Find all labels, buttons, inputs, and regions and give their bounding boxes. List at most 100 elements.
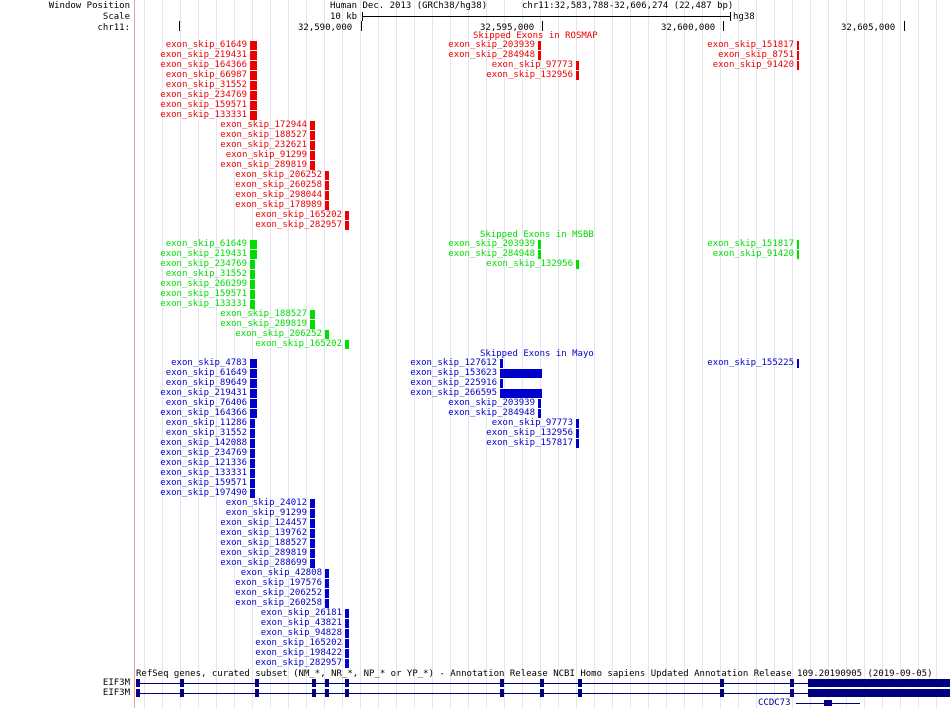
exon-label[interactable]: exon_skip_159571	[160, 478, 247, 488]
exon-label[interactable]: exon_skip_142088	[160, 438, 247, 448]
exon-feature[interactable]	[250, 489, 255, 498]
exon-label[interactable]: exon_skip_234769	[160, 90, 247, 100]
exon-label[interactable]: exon_skip_61649	[166, 40, 247, 50]
exon-label[interactable]: exon_skip_89649	[166, 378, 247, 388]
exon-feature[interactable]	[576, 439, 579, 448]
exon-label[interactable]: exon_skip_206252	[235, 170, 322, 180]
exon-feature[interactable]	[250, 41, 257, 50]
gene-exon[interactable]	[720, 679, 724, 687]
exon-label[interactable]: exon_skip_289819	[220, 319, 307, 329]
gene-exon[interactable]	[808, 679, 950, 687]
exon-label[interactable]: exon_skip_43821	[261, 618, 342, 628]
exon-label[interactable]: exon_skip_172944	[220, 120, 307, 130]
gene-exon[interactable]	[808, 689, 950, 697]
exon-feature[interactable]	[250, 429, 255, 438]
gene-label[interactable]: EIF3M	[103, 678, 130, 688]
exon-label[interactable]: exon_skip_165202	[255, 339, 342, 349]
gene-exon[interactable]	[180, 679, 184, 687]
exon-feature[interactable]	[250, 91, 257, 100]
exon-feature[interactable]	[500, 389, 542, 398]
exon-feature[interactable]	[538, 409, 541, 418]
exon-feature[interactable]	[250, 449, 255, 458]
exon-feature[interactable]	[345, 629, 349, 638]
exon-feature[interactable]	[500, 359, 503, 368]
exon-feature[interactable]	[576, 260, 579, 269]
exon-feature[interactable]	[797, 240, 799, 249]
exon-feature[interactable]	[250, 439, 255, 448]
exon-feature[interactable]	[325, 201, 329, 210]
gene-exon[interactable]	[345, 679, 349, 687]
exon-feature[interactable]	[576, 429, 579, 438]
exon-feature[interactable]	[250, 61, 257, 70]
exon-label[interactable]: exon_skip_289819	[220, 548, 307, 558]
exon-label[interactable]: exon_skip_97773	[492, 418, 573, 428]
exon-label[interactable]: exon_skip_66987	[166, 70, 247, 80]
exon-feature[interactable]	[250, 51, 257, 60]
exon-feature[interactable]	[310, 499, 315, 508]
gene-exon[interactable]	[500, 679, 504, 687]
gene-exon[interactable]	[255, 689, 259, 697]
exon-label[interactable]: exon_skip_197490	[160, 488, 247, 498]
exon-label[interactable]: exon_skip_11286	[166, 418, 247, 428]
exon-feature[interactable]	[310, 509, 315, 518]
exon-feature[interactable]	[310, 310, 315, 319]
exon-label[interactable]: exon_skip_97773	[492, 60, 573, 70]
exon-feature[interactable]	[538, 240, 541, 249]
exon-feature[interactable]	[310, 539, 315, 548]
exon-feature[interactable]	[250, 71, 257, 80]
exon-label[interactable]: exon_skip_232621	[220, 140, 307, 150]
exon-feature[interactable]	[250, 479, 255, 488]
exon-label[interactable]: exon_skip_124457	[220, 518, 307, 528]
exon-feature[interactable]	[345, 340, 349, 349]
exon-feature[interactable]	[250, 101, 257, 110]
exon-feature[interactable]	[250, 300, 255, 309]
exon-label[interactable]: exon_skip_151817	[707, 40, 794, 50]
exon-label[interactable]: exon_skip_4783	[171, 358, 247, 368]
exon-feature[interactable]	[310, 121, 315, 130]
exon-label[interactable]: exon_skip_266299	[160, 279, 247, 289]
exon-label[interactable]: exon_skip_234769	[160, 259, 247, 269]
exon-label[interactable]: exon_skip_188527	[220, 309, 307, 319]
exon-label[interactable]: exon_skip_206252	[235, 329, 322, 339]
exon-label[interactable]: exon_skip_164366	[160, 60, 247, 70]
exon-label[interactable]: exon_skip_289819	[220, 160, 307, 170]
exon-label[interactable]: exon_skip_282957	[255, 220, 342, 230]
exon-feature[interactable]	[797, 359, 799, 368]
exon-label[interactable]: exon_skip_127612	[410, 358, 497, 368]
exon-label[interactable]: exon_skip_91420	[713, 60, 794, 70]
exon-label[interactable]: exon_skip_165202	[255, 638, 342, 648]
exon-feature[interactable]	[310, 320, 315, 329]
exon-feature[interactable]	[345, 619, 349, 628]
gene-exon[interactable]	[720, 689, 724, 697]
exon-feature[interactable]	[325, 579, 329, 588]
exon-label[interactable]: exon_skip_198422	[255, 648, 342, 658]
exon-label[interactable]: exon_skip_219431	[160, 50, 247, 60]
exon-feature[interactable]	[797, 250, 799, 259]
exon-label[interactable]: exon_skip_61649	[166, 239, 247, 249]
exon-feature[interactable]	[250, 409, 257, 418]
exon-feature[interactable]	[500, 379, 503, 388]
exon-feature[interactable]	[250, 399, 257, 408]
exon-label[interactable]: exon_skip_188527	[220, 130, 307, 140]
gene-exon[interactable]	[345, 689, 349, 697]
exon-feature[interactable]	[250, 240, 257, 249]
exon-feature[interactable]	[576, 71, 579, 80]
exon-label[interactable]: exon_skip_206252	[235, 588, 322, 598]
exon-label[interactable]: exon_skip_203939	[448, 40, 535, 50]
exon-feature[interactable]	[310, 151, 315, 160]
exon-feature[interactable]	[310, 131, 315, 140]
exon-feature[interactable]	[310, 141, 315, 150]
exon-label[interactable]: exon_skip_91299	[226, 508, 307, 518]
exon-label[interactable]: exon_skip_132956	[486, 259, 573, 269]
exon-feature[interactable]	[345, 609, 349, 618]
gene-exon[interactable]	[136, 679, 140, 687]
gene-label[interactable]: CCDC73	[758, 698, 791, 708]
exon-label[interactable]: exon_skip_157817	[486, 438, 573, 448]
gene-exon[interactable]	[312, 689, 316, 697]
exon-label[interactable]: exon_skip_225916	[410, 378, 497, 388]
exon-label[interactable]: exon_skip_298044	[235, 190, 322, 200]
exon-feature[interactable]	[250, 369, 257, 378]
exon-label[interactable]: exon_skip_203939	[448, 239, 535, 249]
exon-label[interactable]: exon_skip_284948	[448, 408, 535, 418]
exon-label[interactable]: exon_skip_188527	[220, 538, 307, 548]
